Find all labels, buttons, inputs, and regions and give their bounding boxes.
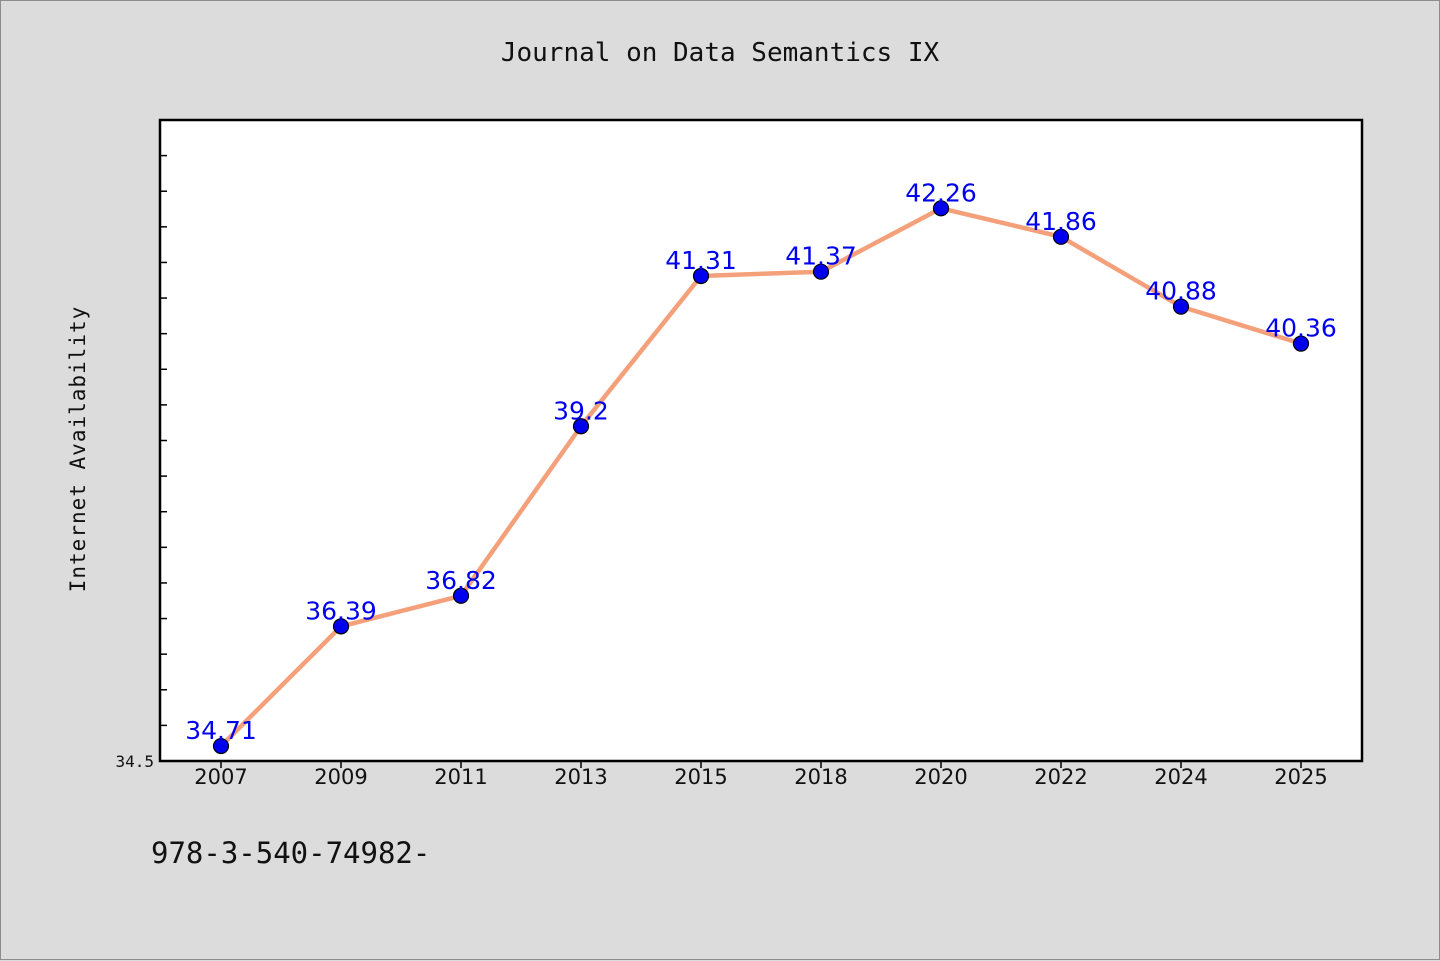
- data-label: 40.36: [1265, 314, 1337, 343]
- data-point: [452, 587, 470, 604]
- x-tick-label: 2013: [554, 765, 607, 789]
- data-point: [692, 267, 710, 285]
- x-tick-label: 2024: [1154, 765, 1207, 789]
- data-point: [572, 418, 590, 435]
- x-tick-label: 2025: [1274, 765, 1327, 789]
- y-axis-ticks: 34.5: [115, 119, 167, 771]
- data-point: [332, 618, 350, 635]
- data-label: 41.31: [665, 246, 737, 275]
- data-point: [1172, 298, 1190, 315]
- y-axis-label: Internet Availability: [66, 306, 90, 593]
- data-label: 41.37: [785, 242, 857, 271]
- data-point: [812, 263, 830, 280]
- plot-area: [158, 118, 1364, 763]
- chart-title: Journal on Data Semantics IX: [501, 38, 940, 68]
- x-tick-label: 2007: [194, 765, 247, 789]
- y-tick-label: 34.5: [115, 752, 154, 771]
- data-label: 42.26: [905, 178, 977, 207]
- x-axis-ticks: 2007 2009 2011 2013 2015 2018 2020 2022 2024 2025: [194, 761, 1328, 789]
- x-tick-label: 2015: [674, 765, 727, 789]
- x-tick-label: 2009: [314, 765, 367, 789]
- data-label: 34.71: [185, 716, 257, 745]
- x-tick-label: 2011: [434, 765, 487, 789]
- data-point: [1292, 335, 1310, 352]
- x-tick-label: 2022: [1034, 765, 1087, 789]
- data-labels: 34.71 36.39 36.82 39.2 41.31 41.37 42.26 41.86 4…: [185, 178, 1337, 745]
- data-label: 36.39: [305, 596, 377, 625]
- data-label: 36.82: [425, 566, 497, 595]
- series-group: [212, 200, 1310, 755]
- data-point: [932, 200, 950, 217]
- data-label: 41.86: [1025, 207, 1097, 236]
- data-point: [212, 737, 230, 755]
- x-tick-label: 2020: [914, 765, 967, 789]
- data-label: 40.88: [1145, 277, 1217, 306]
- x-tick-label: 2018: [794, 765, 847, 789]
- data-label: 39.2: [553, 396, 609, 425]
- footer-text: 978-3-540-74982-: [151, 836, 430, 870]
- data-point: [1052, 228, 1070, 245]
- series-line: [218, 206, 1304, 749]
